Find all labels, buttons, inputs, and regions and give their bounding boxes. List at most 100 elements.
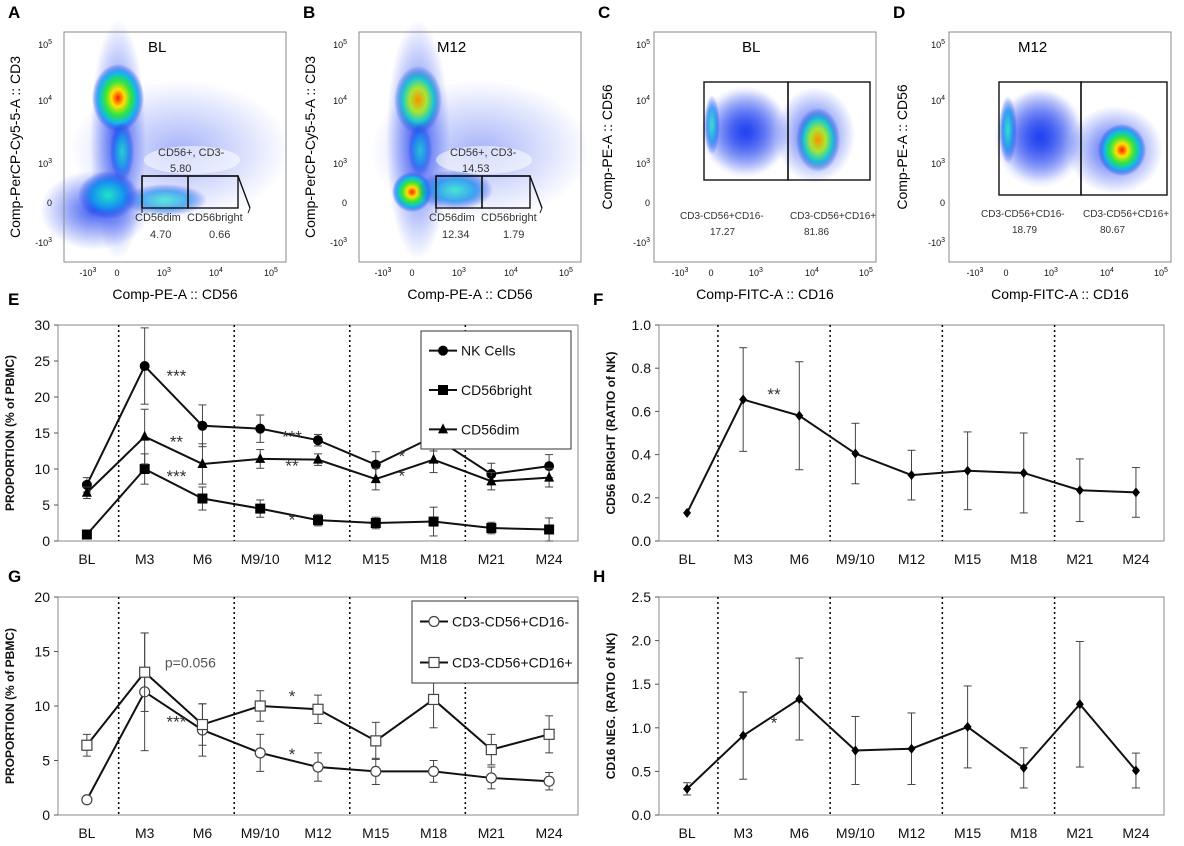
y-axis-label-f: CD56 BRIGHT (RATIO of NK) (604, 351, 618, 514)
y-tick-label-e-4: 20 (34, 389, 50, 405)
x-tick-neg-a: -103 (80, 267, 97, 278)
x-tick-1e5-b: 105 (559, 267, 573, 278)
x-tick-label-h-m15: M15 (954, 825, 981, 841)
y-tick-label-e-1: 5 (42, 497, 50, 513)
y-axis-label-g: PROPORTION (% of PBMC) (3, 628, 17, 784)
series-g-cd3-cd56-cd16 (81, 632, 555, 766)
significance-mark-h-1: * (771, 714, 778, 733)
gate-d (998, 81, 1168, 196)
x-tick-1e3-b: 103 (452, 267, 466, 278)
significance-mark-e-1: *** (167, 366, 187, 385)
data-point-g-cd3-cd56-cd16-m24 (543, 775, 555, 787)
x-tick-label-g-m3: M3 (135, 825, 155, 841)
plot-frame-f (658, 324, 1165, 542)
data-point-g-cd3-cd56-cd16-m21 (485, 772, 497, 784)
y-tick-label-g-4: 20 (34, 589, 50, 605)
gate-left-value-b: 12.34 (442, 229, 470, 241)
data-point-g-cd3-cd56-cd16-m9-10 (254, 700, 266, 712)
plot-frame-b (358, 31, 582, 263)
data-point-g-cd3-cd56-cd16-m24 (543, 728, 555, 740)
x-tick-label-f-bl: BL (678, 551, 695, 567)
data-point-f-cd56-bright-ratio-m24 (1131, 487, 1140, 498)
y-tick-label-f-3: 0.6 (632, 403, 652, 419)
y-tick-label-g-3: 15 (34, 644, 50, 660)
legend-marker-e-cd56dim (438, 423, 448, 434)
data-point-f-cd56-bright-ratio-m15 (963, 465, 972, 476)
data-point-e-cd56dim-m3 (139, 430, 150, 441)
data-point-g-cd3-cd56-cd16-m9-10 (254, 747, 266, 759)
gate-right-label-d: CD3-CD56+CD16+ (1083, 209, 1169, 220)
significance-mark-g-3: * (289, 687, 296, 706)
x-tick-neg-d: -103 (967, 267, 984, 278)
data-point-e-cd56bright-m18 (428, 516, 439, 527)
y-tick-label-f-1: 0.2 (632, 490, 652, 506)
data-point-g-cd3-cd56-cd16-m12 (312, 703, 324, 715)
data-point-e-nk-cells-m6 (197, 420, 208, 431)
x-tick-label-h-m3: M3 (733, 825, 753, 841)
x-ticks-d: -103 0 103 104 105 (967, 267, 1169, 278)
x-tick-label-h-m9-10: M9/10 (836, 825, 875, 841)
flow-density-d (994, 88, 1163, 194)
significance-mark-f-1: ** (767, 385, 781, 404)
data-point-e-cd56dim-m18 (428, 453, 439, 464)
x-tick-label-g-m21: M21 (478, 825, 505, 841)
x-tick-1e5-c: 105 (859, 267, 873, 278)
x-tick-neg-c: -103 (672, 267, 689, 278)
y-tick-label-f-0: 0.0 (632, 533, 652, 549)
y-tick-label-e-2: 10 (34, 461, 50, 477)
data-point-h-cd16-negative-ratio-m24 (1131, 765, 1140, 776)
x-tick-label-e-m6: M6 (193, 551, 213, 567)
flow-title-d: M12 (1018, 39, 1047, 56)
y-tick-label-h-5: 2.5 (632, 589, 652, 605)
data-point-h-cd16-negative-ratio-m21 (1075, 699, 1084, 710)
y-tick-1e3-a: 103 (38, 158, 52, 169)
legend-g: CD3-CD56+CD16- CD3-CD56+CD16+ (411, 600, 579, 684)
data-point-f-cd56-bright-ratio-m12 (907, 470, 916, 481)
significance-mark-g-4: * (289, 745, 296, 764)
x-tick-label-h-m12: M12 (898, 825, 925, 841)
panel-letter-g: G (8, 567, 21, 586)
chart-e: 0 5 10 15 20 25 30 BL M3 M6 M9/10 M12 M15 M18 M21 M24 PR… (3, 317, 579, 567)
y-tick-1e5-a: 105 (38, 39, 52, 50)
y-tick-neg-c: -103 (633, 237, 650, 248)
gate-left-value-d: 18.79 (1012, 225, 1037, 236)
y-tick-1e3-c: 103 (636, 158, 650, 169)
x-axis-label-c: Comp-FITC-A :: CD16 (696, 286, 834, 302)
data-point-e-nk-cells-m15 (370, 459, 381, 470)
data-point-g-cd3-cd56-cd16-m12 (312, 761, 324, 773)
data-point-h-cd16-negative-ratio-m15 (963, 721, 972, 732)
x-tick-label-g-m12: M12 (304, 825, 331, 841)
y-tick-label-h-4: 2.0 (632, 633, 652, 649)
data-point-f-cd56-bright-ratio-m9-10 (851, 448, 860, 459)
significance-mark-e-6: * (289, 510, 296, 529)
x-tick-1e3-c: 103 (749, 267, 763, 278)
panel-letter-e: E (8, 290, 19, 309)
x-ticks-b: -103 0 103 104 105 (375, 267, 574, 278)
data-point-h-cd16-negative-ratio-bl (683, 783, 692, 794)
gate-b (435, 175, 543, 214)
panel-letter-c: C (598, 3, 610, 22)
y-axis-label-h: CD16 NEG. (RATIO of NK) (604, 633, 618, 779)
data-point-e-cd56dim-m9-10 (255, 452, 266, 463)
x-tick-label-h-m6: M6 (790, 825, 810, 841)
data-point-f-cd56-bright-ratio-m3 (739, 394, 748, 405)
y-tick-label-h-3: 1.5 (632, 676, 652, 692)
x-tick-1e4-d: 104 (1100, 267, 1114, 278)
significance-mark-e-4: *** (282, 428, 302, 447)
gate-left-label-b: CD56dim (429, 212, 475, 224)
x-axis-label-d: Comp-FITC-A :: CD16 (991, 286, 1129, 302)
x-tick-label-e-m24: M24 (535, 551, 562, 567)
x-tick-label-h-m24: M24 (1122, 825, 1149, 841)
chart-h: 0.0 0.5 1.0 1.5 2.0 2.5 BL M3 M6 M9/10 M12 M15 M18 M2… (604, 589, 1165, 841)
data-point-e-cd56dim-m12 (313, 453, 323, 464)
y-tick-0-c: 0 (645, 198, 650, 208)
x-axis-label-a: Comp-PE-A :: CD56 (112, 286, 237, 302)
data-point-g-cd3-cd56-cd16-bl (81, 794, 93, 806)
x-tick-label-f-m12: M12 (898, 551, 925, 567)
data-point-e-cd56dim-m24 (544, 471, 555, 482)
panel-letter-b: B (303, 3, 315, 22)
legend-box-g (411, 600, 579, 684)
y-ticks-a: 105 104 103 0 -103 (35, 39, 52, 248)
x-tick-label-f-m9-10: M9/10 (836, 551, 875, 567)
gate-label-halo-b (436, 146, 532, 174)
